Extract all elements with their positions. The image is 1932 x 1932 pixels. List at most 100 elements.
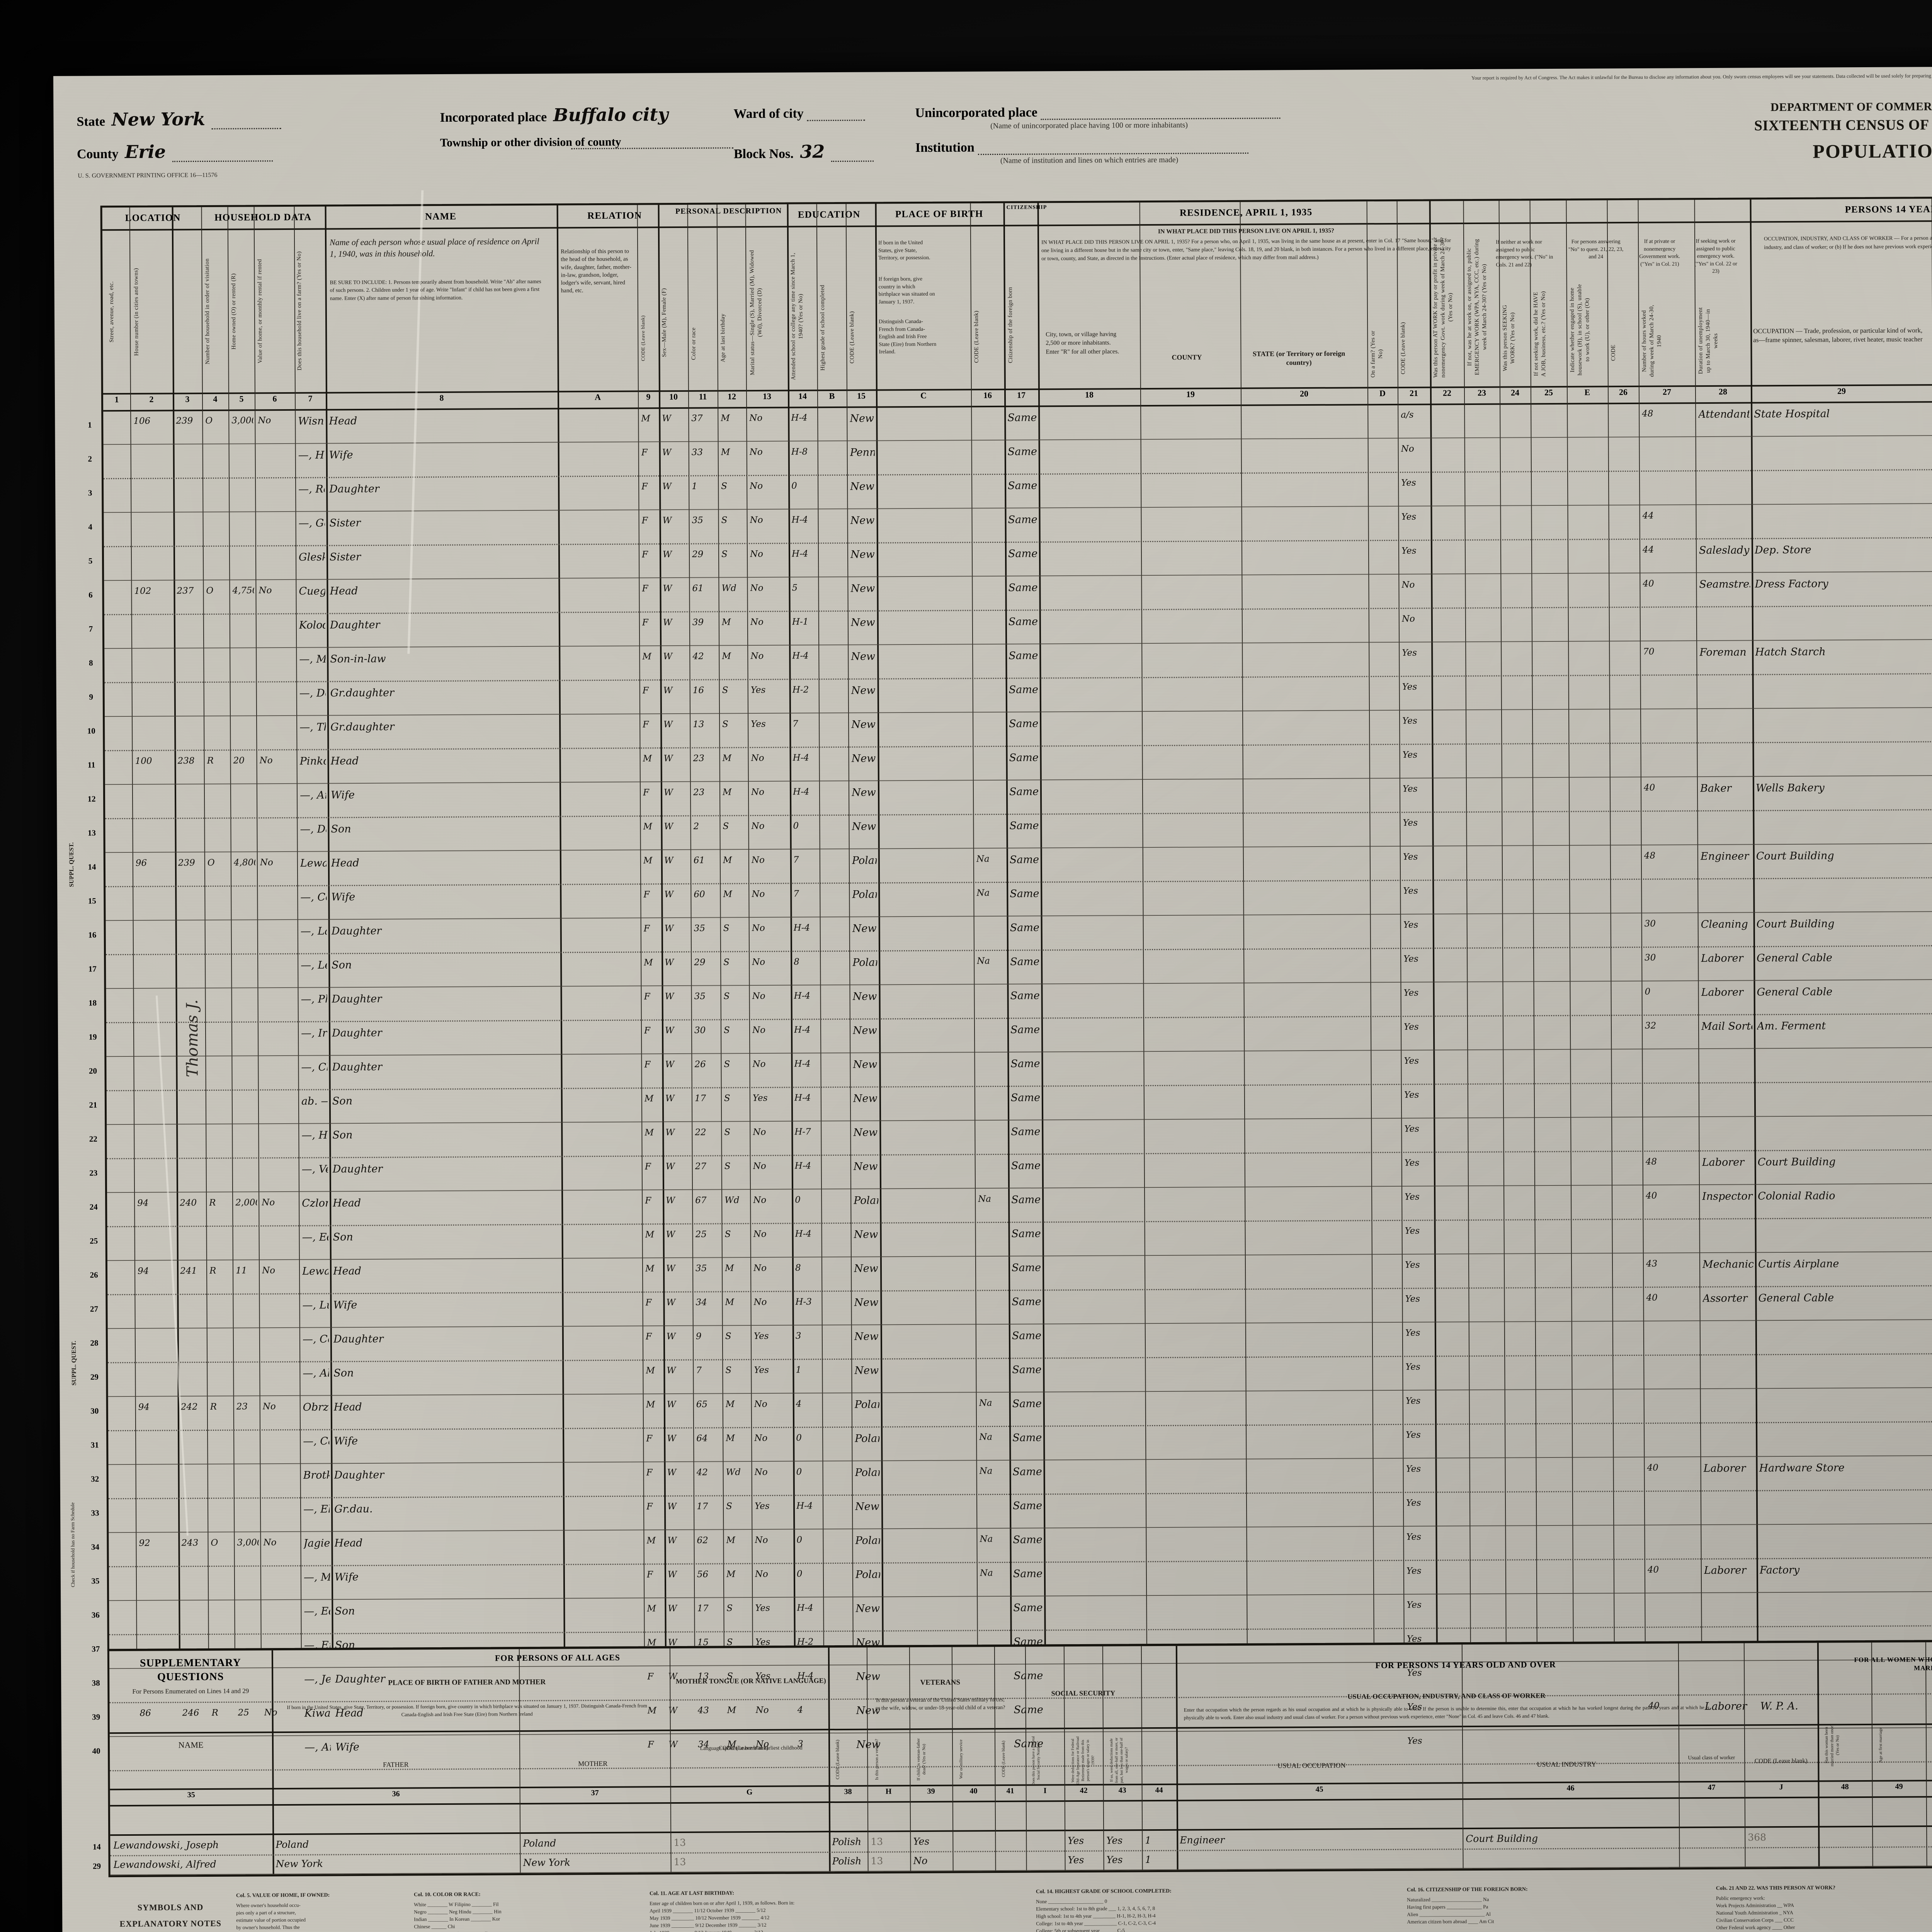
column-number-16: 16 <box>983 390 992 400</box>
colhead-17: City, town, or village having 2,500 or m… <box>1046 331 1119 355</box>
cell-hours-or-duration: 30 <box>1644 918 1656 929</box>
cell-marital-status: M <box>723 855 732 866</box>
cell-sex: M <box>646 1536 656 1546</box>
column-number-2: 2 <box>149 394 154 404</box>
ward-label: Ward of city <box>733 106 804 121</box>
cell-at-work: a/s <box>1401 410 1414 420</box>
cell-marital-status: S <box>721 515 728 526</box>
row-separator <box>109 1587 1932 1601</box>
block-field[interactable]: Block Nos. 32 <box>734 141 874 163</box>
cell-hours-or-duration: 70 <box>1643 646 1655 657</box>
line-number: 21 <box>89 1100 97 1110</box>
cell-hours-or-duration: 32 <box>1645 1020 1656 1031</box>
row-separator <box>105 805 1932 820</box>
cell-place-of-birth: New York <box>850 412 874 425</box>
column-rule <box>1529 201 1537 1642</box>
cell-relation: Sister <box>329 551 361 563</box>
cell-relation: Daughter <box>332 1163 383 1175</box>
cell-age: 35 <box>695 1263 707 1274</box>
cell-attended-school: No <box>750 583 764 594</box>
census-title: SIXTEENTH CENSUS OF THE UNITED STATES: 1… <box>1754 116 1932 134</box>
cell-sex: M <box>647 1604 656 1614</box>
cell-at-work: Yes <box>1401 512 1417 522</box>
cell-residence-1935: Same House <box>1011 1262 1041 1274</box>
column-number-28: 28 <box>1718 386 1728 396</box>
cell-highest-grade: 7 <box>793 719 798 729</box>
cell-household-number: 239 <box>176 416 193 426</box>
colhead-24: If not seeking work, did he HAVE A JOB, … <box>1532 291 1547 377</box>
cell-house-number: 106 <box>133 416 151 426</box>
margin-stamp-farm-check: Check if household has no Farm Schedule <box>69 1502 76 1587</box>
colhead-12: Marital status—Single (S), Married (M), … <box>749 250 763 376</box>
colhead-22: If not, was he at work on, or assigned t… <box>1466 239 1488 376</box>
supp-colhead: Is this person a veteran? <box>874 1739 879 1780</box>
note-block-title: Col. 5. VALUE OF HOME, IF OWNED: <box>236 1892 330 1899</box>
cell-age: 29 <box>694 957 706 968</box>
cell-at-work: Yes <box>1403 886 1418 896</box>
cell-highest-grade: H-4 <box>795 1229 812 1239</box>
unincorporated-place-field[interactable]: Unincorporated place (Name of unincorpor… <box>915 104 1281 131</box>
column-number-8: 8 <box>439 393 444 403</box>
cell-residence-1935: Same House <box>1010 888 1039 900</box>
cell-owned-rented: O <box>207 857 215 868</box>
line-number: 1 <box>88 420 92 430</box>
cell-hours-or-duration: 40 <box>1646 1293 1658 1303</box>
cell-attended-school: No <box>752 957 765 968</box>
cell-name: Wisniewski, Thomas <box>298 415 325 427</box>
incorporated-place-value: Buffalo city <box>553 104 668 126</box>
cell-residence-1935: Same House <box>1010 1092 1040 1104</box>
row-separator <box>107 1315 1932 1329</box>
cell-at-work: Yes <box>1402 784 1418 794</box>
cell-residence-1935: Same Place <box>1012 1466 1042 1478</box>
cell-highest-grade: H-3 <box>795 1297 812 1307</box>
cell-at-work: Yes <box>1406 1600 1422 1610</box>
supp-colhead: NAME <box>178 1740 204 1750</box>
county-field[interactable]: County Erie <box>77 141 273 162</box>
cell-hours-or-duration: 48 <box>1642 408 1653 419</box>
cell-place-of-birth: New York <box>853 1092 878 1105</box>
supp-column-rule <box>1678 1643 1680 1868</box>
cell-marital-status: S <box>724 1229 731 1240</box>
cell-highest-grade: H-4 <box>791 515 808 525</box>
cell-place-of-birth: Poland <box>854 1194 879 1207</box>
cell-occupation: Laborer <box>1703 1462 1746 1475</box>
cell-name: Jagiello, John <box>303 1537 330 1549</box>
cell-sex: F <box>645 1162 651 1172</box>
row-separator <box>105 737 1932 752</box>
cell-place-of-birth: New York <box>853 1160 878 1173</box>
cell-place-of-birth: Poland <box>855 1568 880 1581</box>
cell-residence-1935: Same House <box>1011 1194 1041 1206</box>
supp-group-women: FOR ALL WOMEN WHO ARE OR HAVE BEEN MARRI… <box>1854 1655 1932 1672</box>
cell-relation: Wife <box>333 1299 357 1311</box>
cell-residence-1935: Same House <box>1011 1126 1041 1138</box>
column-number-24: 24 <box>1510 388 1520 398</box>
cell-name: —, Eleonore <box>303 1503 330 1515</box>
supp-column-rule <box>1141 1646 1143 1871</box>
cell-residence-1935: Same House <box>1013 1534 1043 1546</box>
supp-column-rule <box>1175 1646 1179 1870</box>
line-number: 37 <box>92 1644 100 1654</box>
incorporated-place-field[interactable]: Incorporated place Buffalo city <box>440 104 671 126</box>
state-field[interactable]: State New York <box>77 108 281 130</box>
supp-column-rule <box>1025 1646 1027 1871</box>
cell-at-work: Yes <box>1405 1226 1420 1236</box>
institution-field[interactable]: Institution (Name of institution and lin… <box>915 139 1263 166</box>
township-field[interactable]: Township or other division of county <box>440 134 733 150</box>
colhead-7-subinstruction: BE SURE TO INCLUDE: 1. Persons temporari… <box>330 279 541 301</box>
group-name: NAME <box>425 211 457 222</box>
cell-home-value: 3,000 <box>231 415 253 426</box>
cell-hours-or-duration: 43 <box>1646 1259 1658 1269</box>
cell-owned-rented: R <box>209 1197 216 1208</box>
line-number: 8 <box>89 658 93 668</box>
cell-hours-or-duration: 44 <box>1642 510 1654 521</box>
supp-column-number-49: 49 <box>1895 1782 1903 1791</box>
cell-race: W <box>663 753 673 764</box>
cell-age: 2 <box>693 821 699 832</box>
ward-field[interactable]: Ward of city <box>733 106 865 122</box>
colhead-3: Number of household in order of visitati… <box>204 258 211 365</box>
cell-attended-school: No <box>753 1229 767 1240</box>
line-number: 36 <box>91 1610 100 1620</box>
cell-attended-school: No <box>751 787 765 798</box>
note-block-title: Col. 14. HIGHEST GRADE OF SCHOOL COMPLET… <box>1036 1888 1172 1895</box>
cell-house-number: 94 <box>137 1266 149 1276</box>
